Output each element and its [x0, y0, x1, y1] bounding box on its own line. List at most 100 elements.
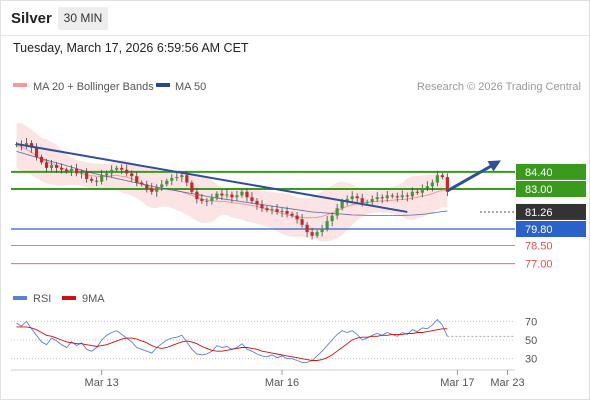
candle-body — [375, 197, 379, 200]
candle-body — [115, 167, 119, 170]
candle-body — [140, 182, 144, 185]
candle-body — [39, 156, 44, 163]
candle-body — [350, 196, 354, 200]
rsi-panel: 70 50 30 — [11, 316, 537, 366]
x-label-mar-13: Mar 13 — [85, 377, 119, 389]
legend-label-bollinger: MA 20 + Bollinger Bands — [33, 81, 154, 93]
x-label-mar-23: Mar 23 — [490, 377, 524, 389]
candle-body — [340, 200, 344, 209]
copyright-text: Research © 2026 Trading Central — [417, 81, 581, 93]
candle-body — [345, 199, 349, 201]
candle-body — [34, 147, 39, 157]
candle-body — [380, 197, 384, 199]
candlestick-series — [14, 137, 449, 240]
candle-body — [245, 191, 249, 198]
candle-body — [175, 177, 179, 179]
candle-body — [170, 177, 174, 181]
candle-body — [290, 213, 294, 216]
candle-body — [24, 143, 29, 146]
current-price-label: 81.26 — [525, 207, 553, 219]
candle-body — [240, 191, 244, 196]
candle-body — [70, 168, 74, 172]
candle-body — [440, 175, 444, 178]
candle-body — [230, 194, 234, 198]
candle-body — [395, 196, 399, 198]
candle-body — [180, 175, 184, 178]
candle-body — [160, 184, 164, 188]
candle-body — [185, 175, 189, 183]
candle-body — [430, 182, 434, 187]
candle-body — [370, 199, 374, 202]
candle-body — [145, 184, 149, 189]
candle-body — [260, 204, 264, 209]
legend-swatch-bollinger — [13, 83, 27, 87]
candle-body — [90, 178, 94, 181]
x-label-mar-16: Mar 16 — [265, 377, 299, 389]
pivot-label-box — [516, 221, 586, 238]
candle-body — [49, 165, 54, 168]
candle-body — [29, 143, 34, 148]
candle-body — [410, 191, 414, 197]
resistance-label-box-83.00 — [516, 181, 586, 197]
instrument-name: Silver — [11, 10, 52, 27]
rsi-tick-70: 70 — [525, 316, 537, 328]
key-levels — [11, 170, 515, 265]
chart-header: Silver 30 MIN — [0, 0, 590, 36]
timeframe-tab[interactable]: 30 MIN — [58, 7, 108, 30]
candle-body — [155, 187, 159, 192]
legend-label-rsi-ma: 9MA — [82, 293, 105, 305]
level-labels: 84.40 83.00 81.26 79.80 78.50 77.00 — [516, 163, 586, 271]
candle-body — [325, 221, 329, 229]
candle-body — [425, 186, 429, 189]
current-price-box — [516, 203, 586, 220]
candle-body — [250, 197, 254, 201]
candle-body — [120, 167, 124, 170]
candle-body — [195, 191, 199, 200]
candle-body — [275, 209, 279, 212]
candle-body — [435, 175, 439, 183]
legend-label-rsi: RSI — [33, 293, 51, 305]
candle-body — [130, 173, 134, 177]
x-axis: Mar 13 Mar 16 Mar 17 Mar 23 — [85, 370, 525, 389]
candle-body — [135, 176, 139, 183]
bearish-trendline — [16, 143, 408, 213]
candle-body — [215, 193, 219, 199]
support-label-77.00: 77.00 — [525, 259, 553, 271]
support-label-78.50: 78.50 — [525, 241, 553, 253]
resistance-label-83.00: 83.00 — [525, 184, 553, 196]
rsi-line — [16, 318, 448, 363]
candle-body — [265, 208, 269, 211]
candle-body — [235, 195, 239, 198]
candle-body — [405, 195, 409, 197]
candle-body — [205, 200, 209, 202]
legend-label-ma50: MA 50 — [175, 81, 206, 93]
candle-body — [200, 199, 204, 201]
candle-body — [360, 198, 364, 203]
rsi-tick-30: 30 — [525, 354, 537, 366]
candle-body — [315, 232, 319, 236]
candle-body — [295, 215, 299, 220]
legend-swatch-rsi-ma — [62, 296, 76, 300]
candle-body — [85, 172, 89, 179]
candle-body — [54, 165, 59, 168]
pivot-label: 79.80 — [525, 224, 553, 236]
forecast-arrow-shaft — [446, 161, 499, 193]
bollinger-band-area — [16, 123, 448, 242]
candle-body — [59, 167, 64, 170]
candle-body — [95, 180, 99, 182]
candle-body — [400, 195, 404, 198]
candle-body — [210, 198, 214, 201]
resistance-label-box-84.40 — [516, 163, 586, 180]
candle-body — [255, 200, 259, 205]
trend-lines — [16, 143, 501, 213]
candle-body — [190, 182, 194, 192]
candle-body — [80, 172, 84, 174]
candle-body — [270, 209, 274, 211]
candle-body — [330, 215, 334, 222]
candle-body — [285, 211, 289, 214]
candle-body — [44, 162, 49, 168]
candle-body — [220, 193, 224, 196]
candle-body — [100, 175, 104, 182]
ma20-line — [16, 145, 448, 219]
